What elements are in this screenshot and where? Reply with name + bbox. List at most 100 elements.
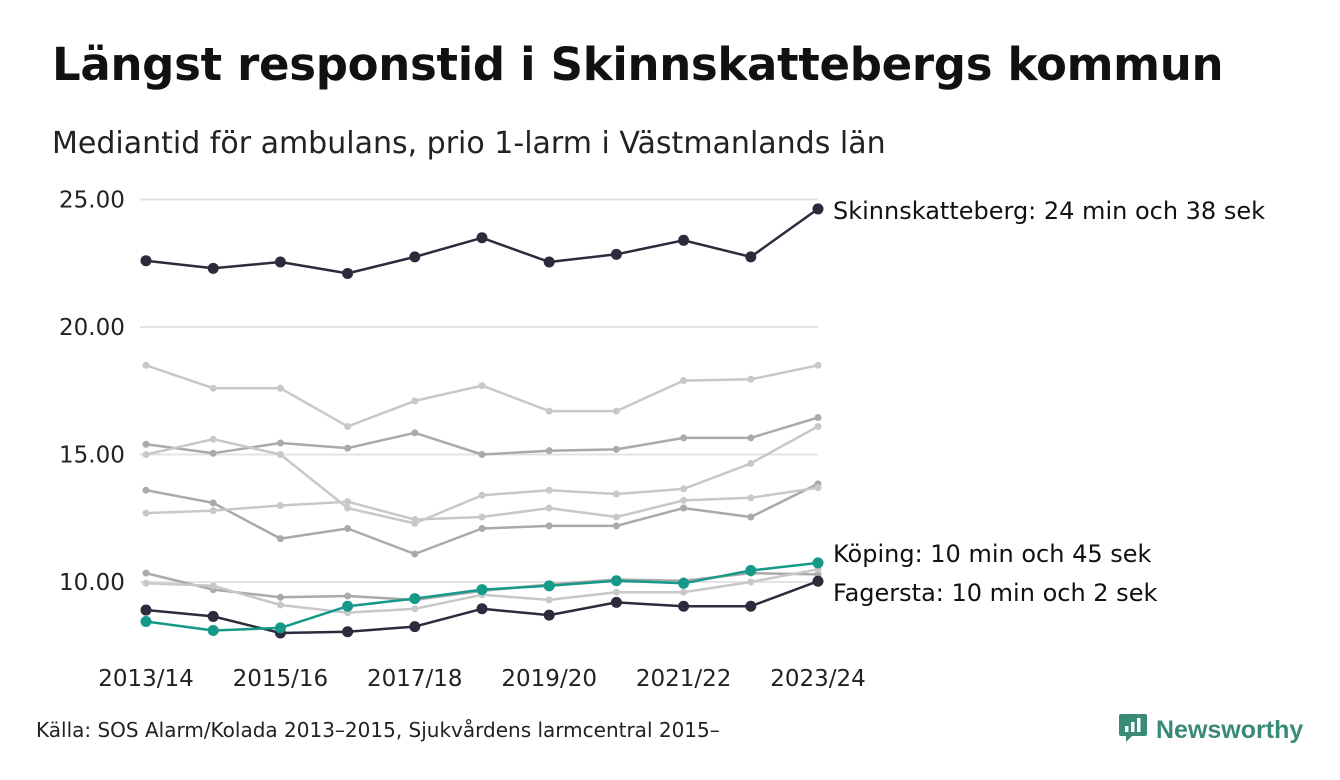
data-point: [678, 577, 690, 589]
data-point: [209, 435, 217, 443]
brand-logo: Newsworthy: [1118, 712, 1303, 748]
series-fagersta: [140, 575, 824, 639]
data-point: [545, 596, 553, 604]
series-line: [145, 364, 819, 428]
annotation-köping: Köping: 10 min och 45 sek: [833, 540, 1152, 568]
series-gray-light: [142, 484, 822, 524]
brand-name: Newsworthy: [1156, 715, 1304, 744]
y-tick-label: 25.00: [59, 188, 125, 214]
data-point: [680, 504, 688, 512]
data-point: [747, 375, 755, 383]
data-point: [342, 626, 354, 638]
data-point: [612, 522, 620, 530]
data-point: [344, 524, 352, 532]
data-point: [207, 262, 219, 274]
data-point: [276, 593, 284, 601]
data-point: [543, 609, 555, 621]
data-point: [678, 600, 690, 612]
data-point: [747, 494, 755, 502]
line-chart: 10.00 15.00 20.00 25.00 2013/14 2015/16 2017/…: [59, 188, 1265, 693]
data-point: [409, 593, 421, 605]
data-point: [612, 588, 620, 596]
data-point: [680, 588, 688, 596]
data-point: [678, 234, 690, 246]
annotation-skinnskatteberg: Skinnskatteberg: 24 min och 38 sek: [833, 197, 1265, 225]
data-point: [545, 447, 553, 455]
data-point: [680, 434, 688, 442]
gridlines: [140, 198, 818, 583]
data-point: [545, 486, 553, 494]
chart-subtitle: Mediantid för ambulans, prio 1-larm i Vä…: [52, 126, 886, 161]
data-point: [411, 397, 419, 405]
data-point: [814, 414, 822, 422]
data-point: [745, 565, 757, 577]
data-point: [142, 440, 150, 448]
x-tick-label: 2017/18: [367, 666, 463, 692]
source-note: Källa: SOS Alarm/Kolada 2013–2015, Sjukv…: [36, 718, 720, 742]
x-axis: 2013/14 2015/16 2017/18 2019/20 2021/22 2023/…: [98, 666, 866, 692]
data-point: [612, 513, 620, 521]
x-tick-label: 2019/20: [501, 666, 597, 692]
bar-chart-speech-bubble-icon: [1118, 712, 1148, 748]
data-point: [142, 451, 150, 458]
data-point: [342, 600, 354, 612]
data-point: [747, 513, 755, 521]
data-point: [411, 605, 419, 613]
data-point: [478, 451, 486, 458]
data-point: [478, 491, 486, 499]
data-point: [276, 451, 284, 458]
data-point: [409, 251, 421, 263]
data-point: [814, 484, 822, 492]
data-point: [680, 485, 688, 493]
series-skinnskatteberg: [140, 203, 824, 279]
data-point: [140, 255, 152, 267]
x-tick-label: 2021/22: [636, 666, 732, 692]
data-point: [409, 621, 421, 633]
data-point: [274, 256, 286, 268]
data-point: [478, 524, 486, 532]
data-point: [209, 507, 217, 515]
y-axis: 10.00 15.00 20.00 25.00: [59, 188, 125, 597]
data-point: [747, 459, 755, 467]
data-point: [411, 516, 419, 524]
data-point: [276, 502, 284, 509]
data-point: [476, 584, 488, 596]
data-point: [745, 600, 757, 612]
data-point: [545, 407, 553, 415]
data-point: [814, 361, 822, 369]
data-point: [545, 504, 553, 512]
data-point: [745, 251, 757, 263]
data-point: [209, 449, 217, 457]
data-point: [344, 498, 352, 506]
data-point: [209, 582, 217, 590]
data-point: [680, 496, 688, 504]
series-gray-light: [142, 422, 822, 527]
data-point: [812, 203, 824, 215]
data-point: [276, 535, 284, 543]
data-point: [344, 422, 352, 430]
data-point: [207, 610, 219, 622]
data-point: [209, 499, 217, 507]
data-point: [344, 444, 352, 452]
series-köping: [140, 557, 824, 636]
data-point: [543, 256, 555, 268]
data-point: [411, 550, 419, 558]
data-point: [276, 439, 284, 447]
y-tick-label: 15.00: [59, 443, 125, 469]
data-point: [612, 490, 620, 498]
data-point: [747, 434, 755, 442]
data-point: [140, 604, 152, 616]
data-point: [274, 622, 286, 634]
series-line: [145, 416, 819, 456]
data-point: [142, 579, 150, 587]
data-point: [142, 569, 150, 577]
y-tick-label: 10.00: [59, 570, 125, 596]
data-point: [612, 407, 620, 415]
data-point: [812, 575, 824, 587]
data-point: [476, 603, 488, 615]
data-point: [140, 616, 152, 628]
data-point: [344, 504, 352, 512]
data-point: [478, 513, 486, 521]
data-point: [476, 232, 488, 244]
data-point: [344, 592, 352, 600]
